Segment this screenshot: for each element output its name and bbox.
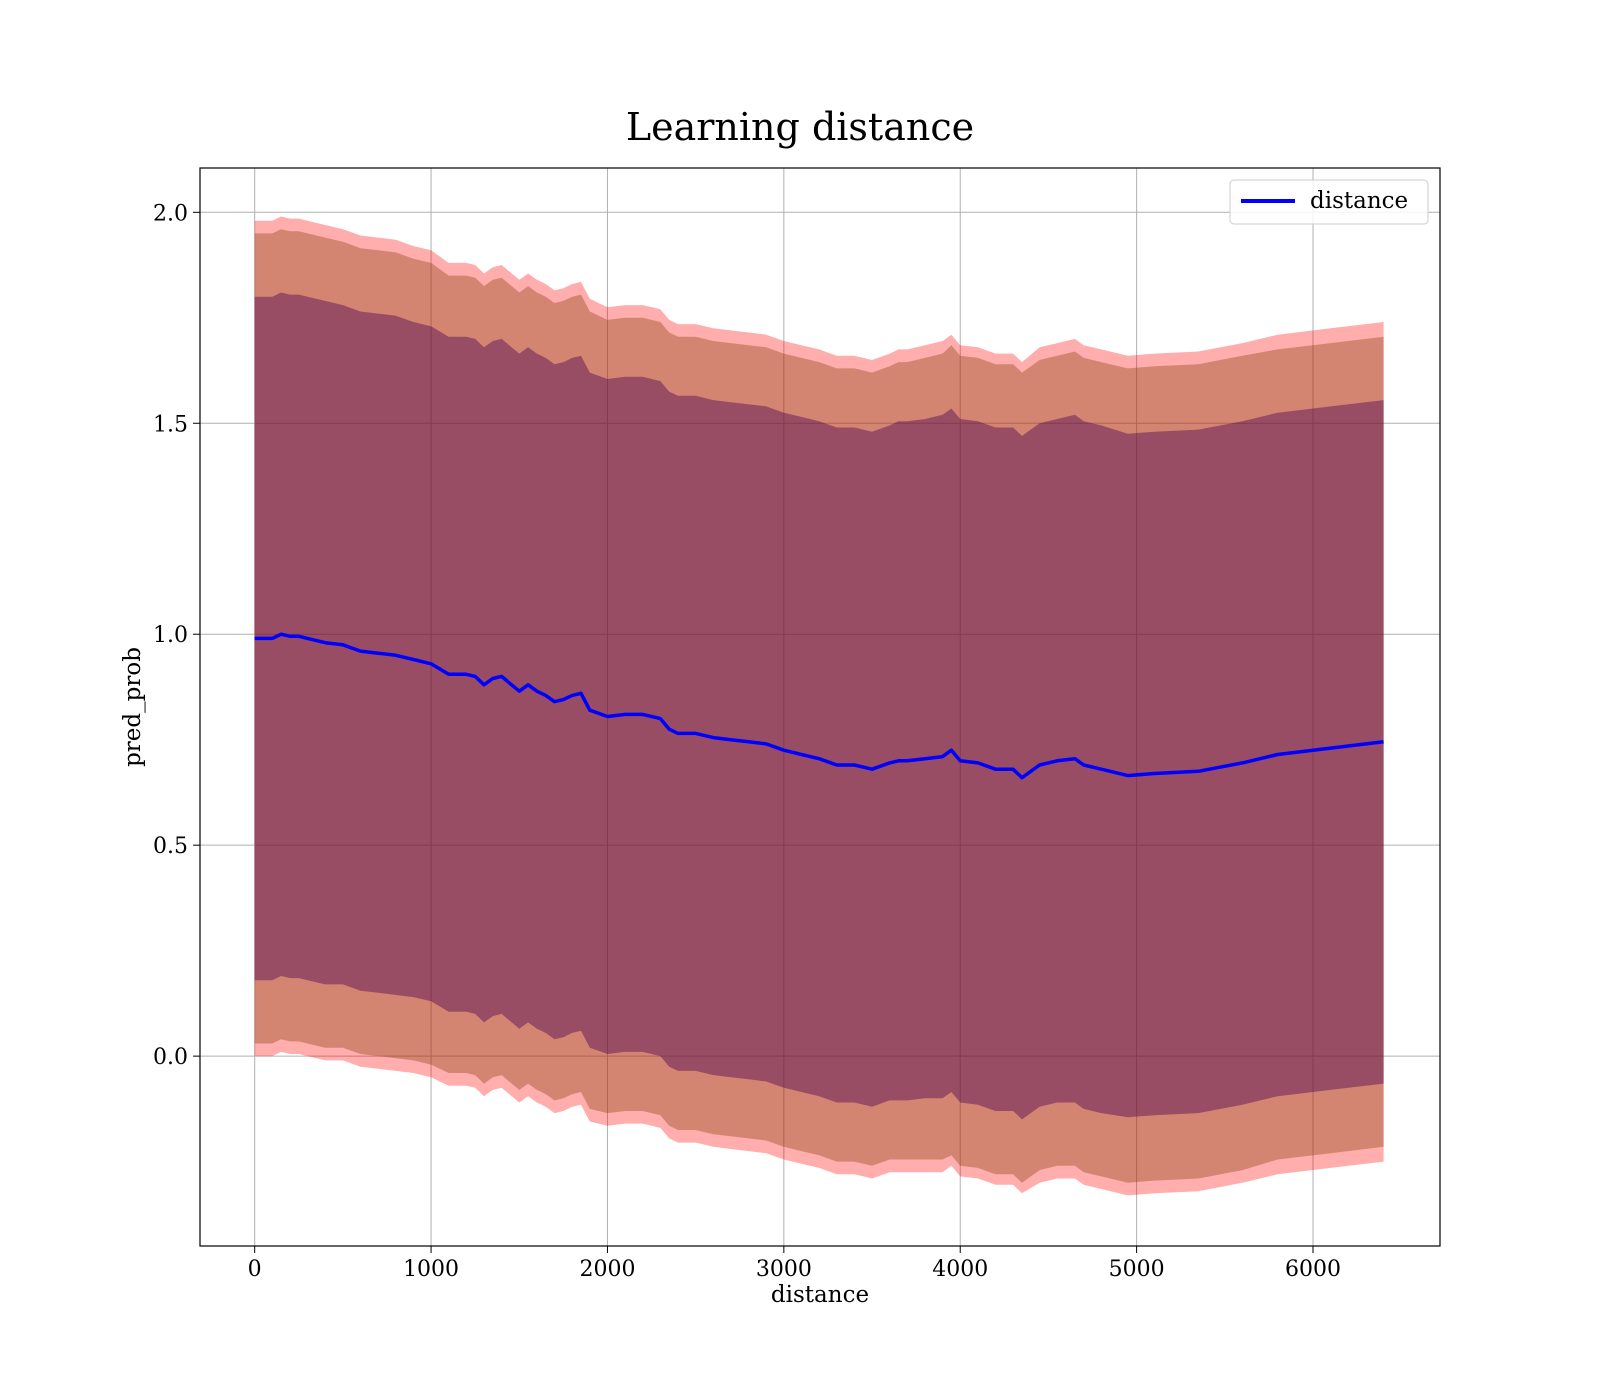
y-tick-label: 0.5 xyxy=(153,834,188,859)
y-tick-label: 1.5 xyxy=(153,412,188,437)
legend[interactable]: distance xyxy=(1229,179,1429,225)
series-line-distance xyxy=(254,632,1384,780)
x-tick-label: 2000 xyxy=(579,1257,635,1282)
x-axis-label: distance xyxy=(771,1282,869,1308)
y-axis-label: pred_prob xyxy=(120,647,146,767)
band-middle xyxy=(254,229,1384,1183)
legend-box xyxy=(1229,179,1429,225)
x-tick-label: 0 xyxy=(248,1257,262,1282)
series-group xyxy=(254,632,1384,780)
x-tick-label: 3000 xyxy=(756,1257,812,1282)
band-outer xyxy=(254,216,1384,1196)
legend-label-distance: distance xyxy=(1310,188,1408,214)
band-inner xyxy=(254,292,1384,1120)
y-tick-label: 2.0 xyxy=(153,201,188,226)
x-tick-label: 1000 xyxy=(403,1257,459,1282)
x-tick-label: 5000 xyxy=(1109,1257,1165,1282)
x-tick-label: 4000 xyxy=(932,1257,988,1282)
x-axis: 0 1000 2000 3000 4000 5000 6000 xyxy=(248,1246,1341,1282)
chart-title: Learning distance xyxy=(626,105,974,149)
plot-frame xyxy=(199,167,1441,1247)
grid xyxy=(200,168,1440,1246)
y-tick-label: 0.0 xyxy=(153,1045,188,1070)
y-tick-label: 1.0 xyxy=(153,623,188,648)
x-tick-label: 6000 xyxy=(1285,1257,1341,1282)
confidence-bands xyxy=(254,216,1384,1196)
y-axis: 0.0 0.5 1.0 1.5 2.0 xyxy=(153,201,200,1070)
